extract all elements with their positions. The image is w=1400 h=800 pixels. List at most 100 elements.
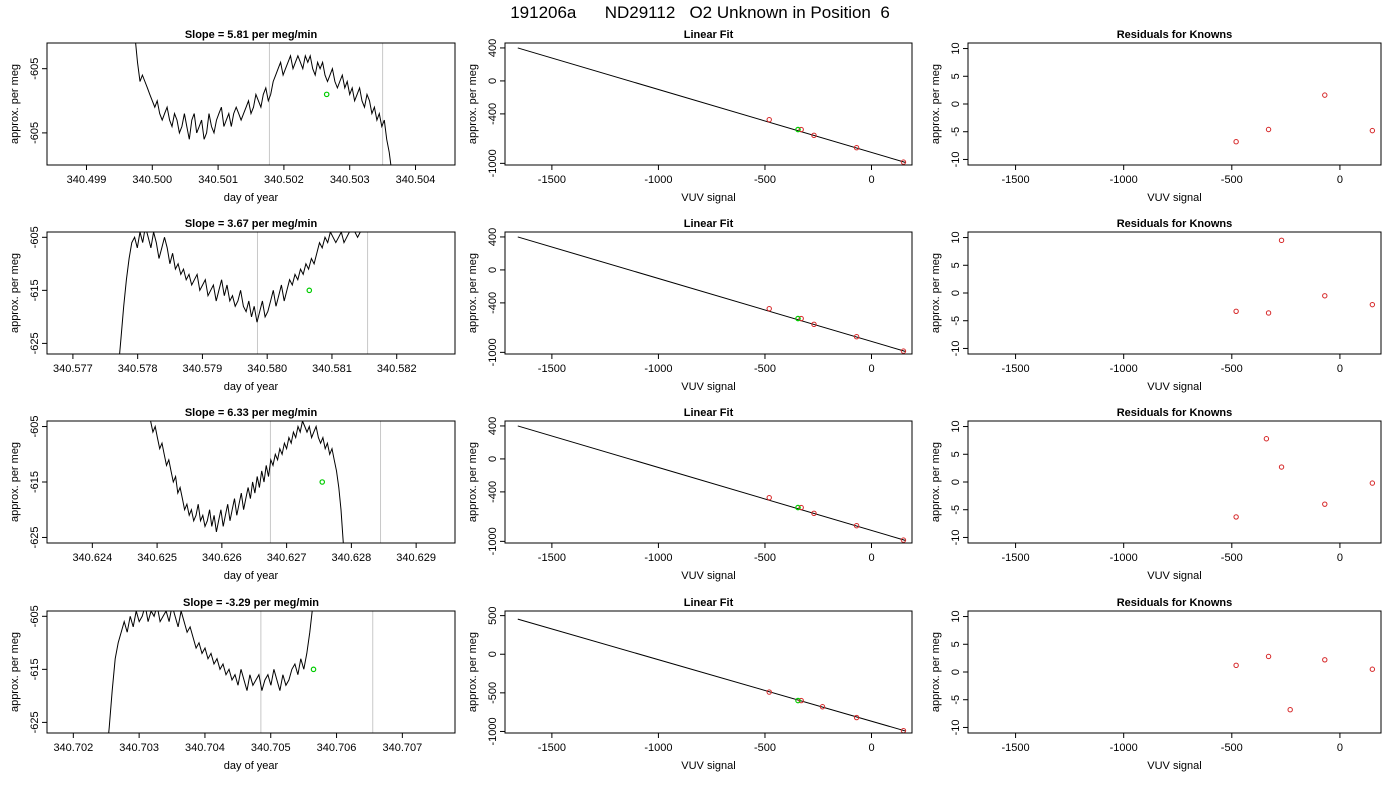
x-tick-label: 340.707 (382, 742, 422, 754)
x-tick-label: -1500 (1002, 174, 1030, 186)
known-point (798, 697, 804, 704)
y-tick-label: -10 (950, 152, 962, 168)
residual-point (1322, 293, 1328, 299)
x-tick-label: 0 (868, 174, 874, 186)
x-tick-label: -500 (754, 174, 776, 186)
residual-point (1265, 126, 1272, 133)
x-tick-label: 340.577 (53, 363, 93, 375)
y-tick-label: -400 (487, 103, 499, 125)
y-axis-label: approx. per meg (467, 632, 479, 712)
x-tick-label: -1500 (1002, 552, 1030, 564)
fit-line (517, 47, 906, 164)
y-tick-label: -625 (29, 526, 41, 548)
plot-frame (46, 610, 456, 734)
x-tick-label: -1000 (1110, 742, 1138, 754)
unknown-marker (319, 479, 326, 485)
x-axis-label: VUV signal (681, 570, 735, 582)
x-tick-label: -500 (754, 742, 776, 754)
residual-point (1278, 464, 1285, 470)
unknown-marker (323, 91, 330, 98)
panel-title: Linear Fit (684, 29, 734, 41)
y-tick-label: 0 (487, 267, 499, 273)
x-tick-label: 340.578 (118, 363, 158, 375)
x-tick-label: -1000 (1110, 552, 1138, 564)
unknown-point (795, 126, 801, 133)
y-tick-label: -605 (29, 122, 41, 144)
residual-point (1233, 308, 1239, 314)
x-axis-label: day of year (224, 570, 279, 582)
x-axis-label: VUV signal (1147, 192, 1201, 204)
x-tick-label: 340.579 (183, 363, 223, 375)
x-tick-label: 340.703 (119, 742, 159, 754)
y-tick-label: 0 (950, 101, 962, 107)
known-point (900, 159, 907, 165)
plot-frame (967, 610, 1382, 734)
panel-row1-linearfit: Linear Fit -1500 -1000 -500 0 VUV signal 400 0 -… (467, 29, 913, 204)
panel-row4-residuals: Residuals for Knowns -1500 -1000 -500 0 VUV s… (930, 597, 1382, 772)
x-tick-label: 340.501 (198, 174, 238, 186)
y-tick-label: -1000 (487, 527, 499, 555)
y-tick-label: 10 (950, 42, 962, 54)
x-tick-label: -500 (1221, 174, 1243, 186)
known-point (798, 504, 804, 511)
y-tick-label: 0 (950, 479, 962, 485)
y-tick-label: 0 (487, 78, 499, 84)
plot-frame (504, 420, 913, 544)
y-axis-label: approx. per meg (9, 64, 21, 144)
y-tick-label: 0 (950, 290, 962, 296)
known-point (766, 116, 772, 123)
x-tick-label: 0 (1337, 363, 1343, 375)
y-tick-label: 400 (487, 228, 499, 246)
panel-row1-residuals: Residuals for Knowns -1500 -1000 -500 0 VUV s… (930, 29, 1382, 204)
residual-point (1265, 653, 1272, 660)
known-point (798, 126, 804, 133)
x-tick-label: 0 (868, 552, 874, 564)
x-tick-label: 340.580 (247, 363, 287, 375)
x-tick-label: -500 (754, 363, 776, 375)
y-tick-label: 10 (950, 610, 962, 622)
residual-point (1322, 501, 1328, 507)
y-tick-label: 10 (950, 420, 962, 432)
x-tick-label: 340.706 (317, 742, 357, 754)
page-title: 191206a ND29112 O2 Unknown in Position 6 (510, 3, 890, 22)
x-tick-label: 340.582 (377, 363, 417, 375)
plot-frame (967, 42, 1382, 166)
x-tick-label: -1000 (644, 552, 672, 564)
known-point (853, 144, 860, 151)
y-tick-label: -605 (29, 226, 41, 248)
known-point (900, 537, 907, 543)
y-tick-label: 400 (487, 39, 499, 57)
known-point (811, 321, 817, 328)
y-axis-label: approx. per meg (930, 253, 942, 333)
plot-frame (504, 42, 913, 166)
plot-frame (46, 420, 456, 544)
x-tick-label: 340.629 (396, 552, 436, 564)
x-tick-label: 0 (1337, 742, 1343, 754)
y-axis-label: approx. per meg (930, 442, 942, 522)
x-tick-label: 0 (1337, 552, 1343, 564)
x-tick-label: 340.625 (137, 552, 177, 564)
fit-line (517, 425, 906, 542)
known-point (853, 333, 860, 340)
panel-row2-linearfit: Linear Fit -1500 -1000 -500 0 VUV signal 400 0 -… (467, 218, 913, 393)
x-tick-label: -500 (1221, 742, 1243, 754)
x-tick-label: 340.500 (132, 174, 172, 186)
x-tick-label: 0 (868, 742, 874, 754)
residual-point (1233, 139, 1239, 145)
x-tick-label: 340.503 (330, 174, 370, 186)
known-point (766, 494, 772, 501)
y-tick-label: 0 (950, 669, 962, 675)
y-axis-label: approx. per meg (9, 253, 21, 333)
x-tick-label: -1000 (1110, 363, 1138, 375)
known-point (819, 704, 826, 710)
panel-title: Slope = 6.33 per meg/min (185, 407, 318, 419)
residual-point (1265, 310, 1272, 316)
data-series-line (150, 421, 344, 543)
x-tick-label: 340.624 (72, 552, 112, 564)
y-tick-label: -615 (29, 658, 41, 680)
x-tick-label: -1000 (644, 742, 672, 754)
x-tick-label: 340.626 (202, 552, 242, 564)
x-tick-label: 0 (868, 363, 874, 375)
plot-frame (967, 231, 1382, 355)
